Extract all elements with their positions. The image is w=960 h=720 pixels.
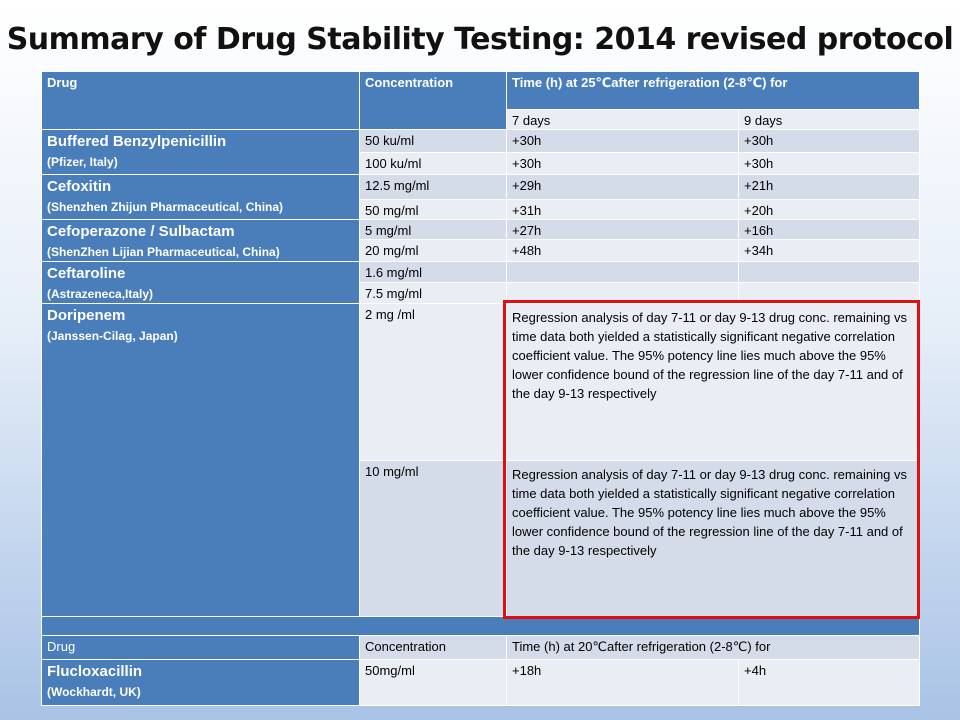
conc-cell: 50 ku/ml xyxy=(359,129,507,153)
conc-cell: 2 mg /ml xyxy=(359,303,507,461)
drug-manufacturer: (Astrazeneca,Italy) xyxy=(47,287,154,301)
table-row: Buffered Benzylpenicillin (Pfizer, Italy… xyxy=(41,129,920,175)
conc-cell: 50 mg/ml xyxy=(359,199,507,220)
day7-cell: +31h xyxy=(506,199,739,220)
day7-cell xyxy=(506,282,739,304)
drug-cell-benzylpenicillin: Buffered Benzylpenicillin (Pfizer, Italy… xyxy=(41,129,360,175)
day9-cell: +16h xyxy=(738,218,920,241)
drug-name: Ceftaroline xyxy=(47,265,126,282)
drug-cell-cefoxitin: Cefoxitin (Shenzhen Zhijun Pharmaceutica… xyxy=(41,174,360,220)
drug-name: Cefoperazone / Sulbactam xyxy=(47,223,235,240)
table2-header-row: Drug Concentration Time (h) at 20℃after … xyxy=(41,635,920,660)
table-row: Doripenem (Janssen-Cilag, Japan) 2 mg /m… xyxy=(41,303,920,617)
day7-cell xyxy=(506,261,739,283)
drug-name: Cefoxitin xyxy=(47,178,112,195)
table-row: Cefoperazone / Sulbactam (ShenZhen Lijia… xyxy=(41,218,920,262)
conc-cell: 12.5 mg/ml xyxy=(359,174,507,200)
drug-cell-ceftaroline: Ceftaroline (Astrazeneca,Italy) xyxy=(41,261,360,304)
regression-note-cell: Regression analysis of day 7-11 or day 9… xyxy=(506,303,920,461)
drug-cell-flucloxacillin: Flucloxacillin (Wockhardt, UK) xyxy=(41,659,360,706)
table-row: 7.5 mg/ml xyxy=(42,282,920,304)
header-time: Time (h) at 25℃after refrigeration (2-8℃… xyxy=(506,71,920,110)
day9-cell: +21h xyxy=(738,174,920,200)
header-concentration: Concentration xyxy=(359,71,507,130)
header2-drug: Drug xyxy=(41,635,360,660)
day7-cell: +29h xyxy=(506,174,739,200)
drug-manufacturer: (Wockhardt, UK) xyxy=(47,685,141,699)
day9-cell: +20h xyxy=(738,199,920,220)
header-drug: Drug xyxy=(41,71,360,130)
day7-cell: +27h xyxy=(506,218,739,241)
drug-name: Doripenem xyxy=(47,307,126,324)
day7-cell: +30h xyxy=(506,129,739,153)
header2-concentration: Concentration xyxy=(359,635,507,660)
separator-bar xyxy=(41,616,920,636)
day9-cell: +30h xyxy=(738,129,920,153)
conc-cell: 1.6 mg/ml xyxy=(359,261,507,283)
day9-cell: +4h xyxy=(738,659,920,706)
day9-cell: +34h xyxy=(738,239,920,262)
table-row: 20 mg/ml +48h +34h xyxy=(42,239,920,262)
conc-cell: 5 mg/ml xyxy=(359,218,507,241)
header2-time: Time (h) at 20℃after refrigeration (2-8℃… xyxy=(506,635,920,660)
conc-cell: 20 mg/ml xyxy=(359,239,507,262)
conc-cell: 10 mg/ml xyxy=(359,460,507,617)
drug-manufacturer: (Shenzhen Zhijun Pharmaceutical, China) xyxy=(47,200,284,214)
drug-cell-cefoperazone: Cefoperazone / Sulbactam (ShenZhen Lijia… xyxy=(41,219,360,262)
table-row: Ceftaroline (Astrazeneca,Italy) 1.6 mg/m… xyxy=(41,261,920,304)
drug-manufacturer: (Pfizer, Italy) xyxy=(47,155,118,169)
stability-table: Drug Concentration Time (h) at 25℃after … xyxy=(41,71,920,706)
header-9-days: 9 days xyxy=(738,109,920,130)
table-row: 100 ku/ml +30h +30h xyxy=(42,152,920,175)
table-row: Flucloxacillin (Wockhardt, UK) 50mg/ml +… xyxy=(41,659,920,706)
header-7-days: 7 days xyxy=(506,109,739,130)
day9-cell xyxy=(738,282,920,304)
conc-cell: 100 ku/ml xyxy=(359,152,507,175)
drug-manufacturer: (Janssen-Cilag, Japan) xyxy=(47,329,178,343)
day7-cell: +48h xyxy=(506,239,739,262)
table-header-row: Drug Concentration Time (h) at 25℃after … xyxy=(41,71,920,130)
day7-cell: +30h xyxy=(506,152,739,175)
drug-manufacturer: (ShenZhen Lijian Pharmaceutical, China) xyxy=(47,245,280,259)
table-row: Cefoxitin (Shenzhen Zhijun Pharmaceutica… xyxy=(41,174,920,220)
day9-cell xyxy=(738,261,920,283)
day7-cell: +18h xyxy=(506,659,739,706)
table-row: 10 mg/ml Regression analysis of day 7-11… xyxy=(42,460,920,617)
conc-cell: 7.5 mg/ml xyxy=(359,282,507,304)
conc-cell: 50mg/ml xyxy=(359,659,507,706)
table-separator xyxy=(41,616,920,636)
slide-title: Summary of Drug Stability Testing: 2014 … xyxy=(6,22,954,57)
drug-cell-doripenem: Doripenem (Janssen-Cilag, Japan) xyxy=(41,303,360,617)
table-subheader-row: 7 days 9 days xyxy=(42,109,920,130)
drug-name: Flucloxacillin xyxy=(47,663,143,680)
regression-note-cell: Regression analysis of day 7-11 or day 9… xyxy=(506,460,920,617)
day9-cell: +30h xyxy=(738,152,920,175)
drug-name: Buffered Benzylpenicillin xyxy=(47,133,227,150)
